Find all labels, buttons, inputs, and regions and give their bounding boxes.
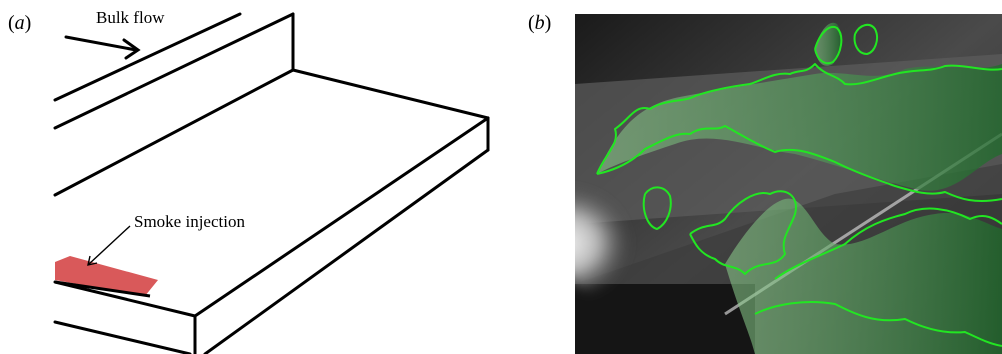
smoke-leader-arrow xyxy=(87,225,131,266)
smoke-injection-label: Smoke injection xyxy=(134,212,245,231)
contour-lower xyxy=(689,190,1002,347)
lower-plate-bottom-edge xyxy=(53,320,192,354)
step-diagonal-edge xyxy=(193,116,490,318)
step-lower-diagonal xyxy=(203,148,490,354)
contour-upper xyxy=(596,63,1002,202)
upper-step-edge-top xyxy=(53,12,242,102)
contour-top-blobs xyxy=(642,23,878,230)
smoke-visualization-photo xyxy=(575,14,1002,354)
panel-b-label: (b) xyxy=(528,12,552,34)
panel-a-label: (a) xyxy=(8,12,32,34)
bulk-flow-arrow xyxy=(64,35,141,60)
step-schematic xyxy=(53,12,490,354)
upper-plate-back-edge xyxy=(53,68,295,197)
bulk-flow-label: Bulk flow xyxy=(96,8,165,27)
lower-plate-front-edge xyxy=(53,280,197,318)
upper-step-edge-bottom xyxy=(53,12,295,130)
smoke-region-lower xyxy=(725,198,1002,354)
smoke-injection-patch xyxy=(55,256,158,296)
upper-plate-right-edge xyxy=(291,68,490,120)
